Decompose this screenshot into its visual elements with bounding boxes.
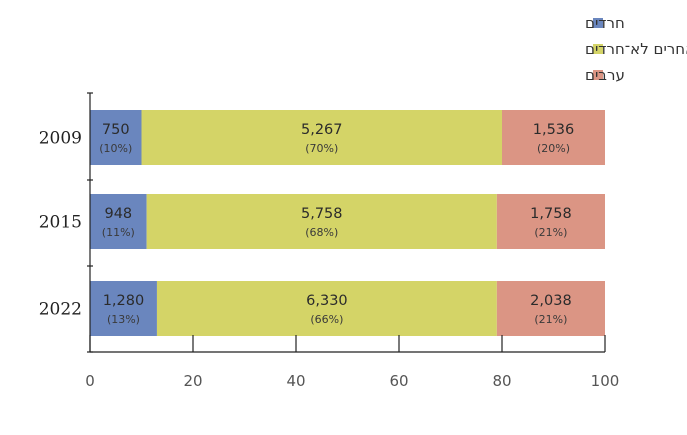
axes: 2009 2015 2022 0 20 40 60 80 100 xyxy=(39,92,620,390)
bar-count-label: 2,038 xyxy=(530,293,572,309)
bar-count-label: 750 xyxy=(102,122,130,138)
bar-count-label: 1,280 xyxy=(103,293,145,309)
bar-segment xyxy=(90,110,142,165)
x-tick-label: 80 xyxy=(492,372,511,390)
bar-segment xyxy=(496,281,605,336)
category-label: 2015 xyxy=(39,213,82,233)
legend-swatch xyxy=(593,70,603,80)
x-tick-label: 20 xyxy=(183,372,202,390)
category-label: 2022 xyxy=(39,300,82,320)
bar-count-label: 948 xyxy=(104,206,132,222)
x-tick-label: 60 xyxy=(389,372,408,390)
bar-percent-label: (13%) xyxy=(107,313,140,326)
bar-percent-label: (21%) xyxy=(534,226,567,239)
bar-count-label: 1,536 xyxy=(533,122,575,138)
bar-percent-label: (21%) xyxy=(534,313,567,326)
bar-count-label: 6,330 xyxy=(306,293,348,309)
legend: חרדים יהודים ואחרים לא־חרדים ערבים xyxy=(585,14,687,84)
bar-count-label: 5,758 xyxy=(301,206,343,222)
category-label: 2009 xyxy=(39,129,82,149)
x-tick-label: 0 xyxy=(85,372,95,390)
bar-count-label: 5,267 xyxy=(301,122,343,138)
bar-segment xyxy=(146,194,497,249)
bar-percent-label: (68%) xyxy=(305,226,338,239)
bar-percent-label: (10%) xyxy=(99,142,132,155)
bar-segment xyxy=(90,194,147,249)
bars xyxy=(90,110,605,336)
legend-swatch xyxy=(593,18,603,28)
x-tick-label: 40 xyxy=(286,372,305,390)
x-tick-label: 100 xyxy=(591,372,620,390)
data-labels: 750 (10%) 5,267 (70%) 1,536 (20%) 948 (11%) 5,75… xyxy=(99,122,574,326)
bar-percent-label: (70%) xyxy=(305,142,338,155)
bar-segment xyxy=(90,281,157,336)
legend-label: ערבים xyxy=(585,66,625,84)
bar-percent-label: (20%) xyxy=(537,142,570,155)
bar-segment xyxy=(156,281,497,336)
bar-percent-label: (11%) xyxy=(102,226,135,239)
bar-count-label: 1,758 xyxy=(530,206,572,222)
legend-swatch xyxy=(593,44,603,54)
bar-segment xyxy=(502,110,605,165)
bar-segment xyxy=(496,194,605,249)
legend-label: חרדים xyxy=(585,14,625,32)
legend-label: יהודים ואחרים לא־חרדים xyxy=(585,40,687,58)
bar-segment xyxy=(141,110,502,165)
bar-percent-label: (66%) xyxy=(310,313,343,326)
